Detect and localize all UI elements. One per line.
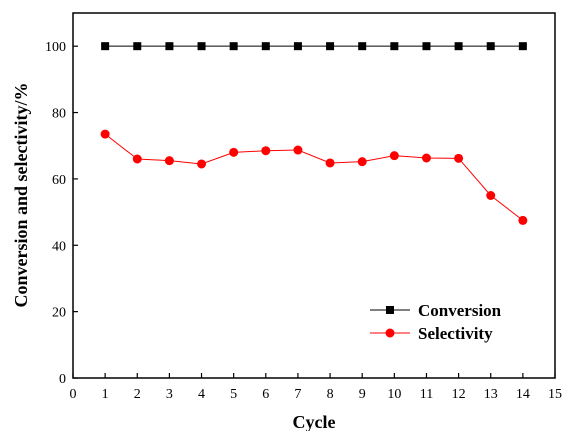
x-tick-label: 0 (70, 387, 77, 402)
selectivity-point (100, 129, 110, 139)
x-tick-label: 8 (327, 387, 334, 402)
legend-selectivity-label: Selectivity (418, 324, 493, 343)
x-tick-label: 3 (166, 387, 173, 402)
x-tick-label: 9 (359, 387, 366, 402)
conversion-point (486, 42, 495, 51)
y-tick-label: 20 (52, 306, 66, 321)
x-tick-label: 13 (484, 387, 498, 402)
conversion-point (326, 42, 335, 51)
x-tick-label: 12 (452, 387, 466, 402)
y-axis: 0 20 40 60 80 100 (45, 40, 78, 387)
y-tick-label: 80 (52, 107, 66, 122)
selectivity-point (454, 153, 464, 163)
x-tick-label: 4 (198, 387, 205, 402)
conversion-point (454, 42, 463, 51)
selectivity-line (104, 133, 524, 221)
conversion-point (390, 42, 399, 51)
conversion-point (101, 42, 110, 51)
x-tick-label: 15 (548, 387, 562, 402)
selectivity-point (132, 154, 142, 164)
selectivity-point (229, 147, 239, 157)
x-tick-label: 2 (134, 387, 141, 402)
selectivity-point (293, 145, 303, 155)
x-tick-label: 6 (262, 387, 269, 402)
conversion-point (133, 42, 142, 51)
legend: Conversion Selectivity (370, 301, 502, 343)
y-axis-title: Conversion and selectivity/% (11, 83, 31, 308)
selectivity-point (421, 153, 431, 163)
y-tick-label: 0 (59, 372, 66, 387)
conversion-point (293, 42, 302, 51)
x-tick-label: 14 (516, 387, 530, 402)
legend-conversion-marker (386, 306, 394, 314)
selectivity-point (357, 157, 367, 167)
conversion-point (197, 42, 206, 51)
selectivity-point (518, 215, 528, 225)
conversion-point (165, 42, 174, 51)
y-tick-label: 60 (52, 173, 66, 188)
x-axis: 0 1 2 3 4 5 6 7 8 9 10 11 12 13 14 15 (70, 373, 562, 402)
x-axis-title: Cycle (293, 412, 336, 431)
selectivity-point (486, 191, 496, 200)
conversion-point (422, 42, 431, 51)
series-layer (100, 42, 528, 225)
legend-selectivity-marker (385, 328, 395, 338)
conversion-point (229, 42, 238, 51)
selectivity-point (164, 156, 174, 166)
plot-frame (72, 12, 556, 379)
conversion-point (261, 42, 270, 51)
selectivity-point (197, 159, 207, 169)
conversion-point (358, 42, 367, 51)
x-tick-label: 1 (102, 387, 109, 402)
x-tick-label: 5 (230, 387, 237, 402)
selectivity-point (325, 158, 335, 168)
conversion-point (518, 42, 527, 51)
legend-conversion-label: Conversion (418, 301, 502, 320)
y-tick-label: 100 (45, 40, 66, 55)
selectivity-point (261, 146, 271, 156)
y-tick-label: 40 (52, 239, 66, 254)
x-tick-label: 10 (387, 387, 401, 402)
x-tick-label: 11 (420, 387, 433, 402)
selectivity-point (389, 151, 399, 161)
x-tick-label: 7 (294, 387, 301, 402)
